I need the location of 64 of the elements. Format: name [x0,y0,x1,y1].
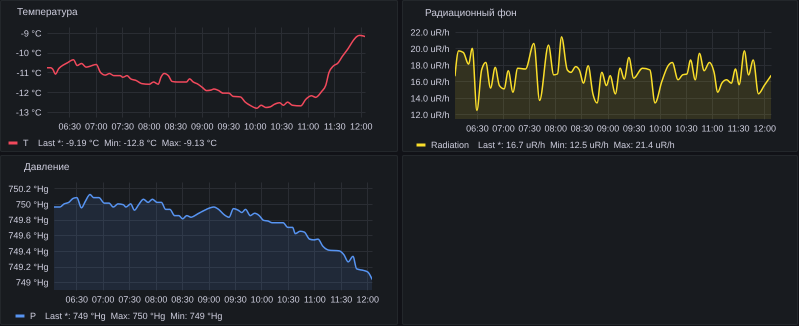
x-tick-label: 08:00 [138,122,161,132]
x-tick-label: 08:30 [164,122,188,132]
x-tick-label: 09:00 [190,122,214,132]
x-tick-label: 08:30 [570,124,594,134]
x-tick-label: 09:30 [217,122,240,132]
x-tick-label: 08:00 [544,124,568,134]
text: Last *: 749 °Hg Max: 750 °Hg Min: 749 °Hg [45,311,222,322]
chart-title: Температура [17,7,78,18]
y-tick-label: 749.4 °Hg [8,246,48,256]
y-tick-label: 14.0 uR/h [410,93,450,104]
x-tick-label: 09:00 [198,294,220,304]
x-tick-label: 09:30 [622,124,646,134]
y-tick-label: -10 °C [16,48,42,58]
x-tick-label: 09:30 [224,294,247,304]
x-tick-label: 10:30 [270,122,294,132]
x-tick-label: 11:00 [304,294,326,304]
y-tick-label: 749.2 °Hg [8,262,48,272]
x-tick-label: 10:00 [244,122,267,132]
x-tick-label: 07:00 [92,294,114,304]
x-tick-label: 08:30 [171,294,194,304]
x-tick-label: 11:00 [297,122,320,132]
x-tick-label: 07:00 [492,124,515,134]
x-tick-label: 07:30 [518,124,541,134]
y-tick-label: -11 °C [16,68,42,78]
text: Last *: -9.19 °C Min: -12.8 °C Max: -9.13 °C [38,138,217,149]
y-tick-label: 749.6 °Hg [8,230,48,241]
x-tick-label: 07:30 [111,122,134,132]
y-tick-label: 20.0 uR/h [410,44,450,54]
line-series [47,34,365,110]
x-tick-label: 12:00 [350,122,373,132]
x-tick-label: 06:30 [58,122,82,132]
chart-title: Давление [24,162,70,173]
y-tick-label: 16.0 uR/h [410,76,450,87]
x-tick-label: 09:00 [596,124,620,134]
y-tick-label: -13 °C [16,108,42,118]
x-tick-label: 12:00 [356,294,380,304]
text: Last *: 16.7 uR/h Min: 12.5 uR/h Max: 21.4 uR/h [478,140,675,151]
y-tick-label: 750 °Hg [16,199,48,210]
x-tick-label: 11:30 [330,294,352,304]
y-tick-label: 750.2 °Hg [8,184,48,194]
x-tick-label: 10:30 [675,124,698,134]
y-tick-label: 22.0 uR/h [410,27,450,38]
x-tick-label: 10:00 [250,294,274,304]
legend-label: T [23,138,29,148]
x-tick-label: 12:00 [753,124,776,134]
y-tick-label: 18.0 uR/h [410,60,450,70]
x-tick-label: 06:30 [466,124,489,134]
x-tick-label: 10:00 [648,124,672,134]
y-tick-label: 749.8 °Hg [8,215,48,226]
x-tick-label: 07:00 [84,122,108,132]
x-tick-label: 07:30 [118,294,141,304]
y-tick-label: 12.0 uR/h [410,110,450,120]
legend-label: Radiation [431,140,470,150]
x-tick-label: 11:00 [702,124,724,134]
legend-label: P [30,311,36,321]
x-tick-label: 10:30 [277,294,300,304]
y-tick-label: -12 °C [16,88,42,98]
y-tick-label: -9 °C [20,28,42,38]
x-tick-label: 06:30 [65,294,88,304]
x-tick-label: 11:30 [324,122,346,132]
x-tick-label: 11:30 [728,124,750,134]
chart-title: Радиационный фон [425,8,517,19]
y-tick-label: 749 °Hg [16,278,48,288]
x-tick-label: 08:00 [144,294,168,304]
